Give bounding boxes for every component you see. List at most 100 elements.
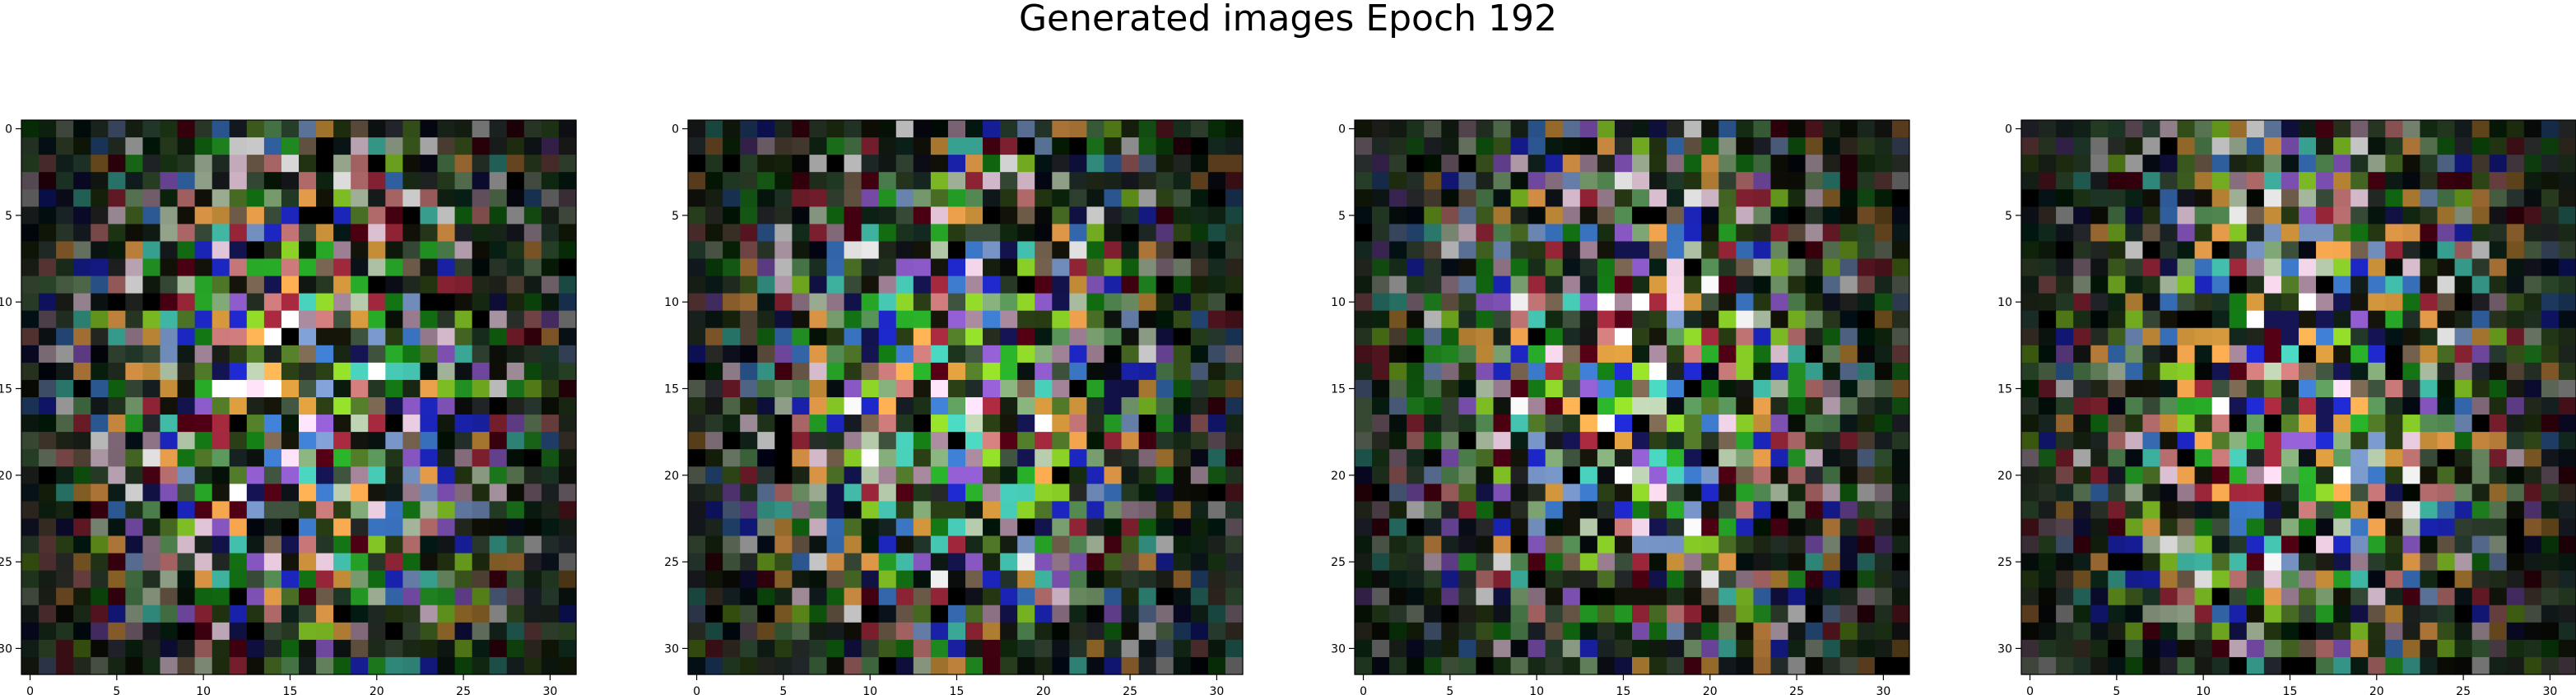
image-pixel [740, 587, 758, 606]
image-pixel [2263, 224, 2282, 243]
image-pixel [1684, 466, 1702, 484]
image-pixel [2246, 379, 2265, 398]
image-pixel [506, 172, 525, 190]
image-pixel [1770, 379, 1789, 398]
image-pixel [2471, 120, 2490, 138]
image-pixel [454, 535, 473, 554]
image-pixel [1579, 656, 1598, 675]
image-pixel [194, 224, 213, 243]
image-pixel [229, 362, 248, 381]
image-pixel [740, 189, 758, 207]
image-pixel [1225, 241, 1244, 260]
image-pixel [489, 327, 508, 346]
image-pixel [558, 224, 577, 243]
image-pixel [472, 415, 491, 433]
image-pixel [1822, 432, 1841, 450]
image-pixel [723, 327, 741, 346]
image-pixel [861, 276, 880, 294]
image-pixel [2489, 379, 2508, 398]
image-pixel [420, 327, 439, 346]
image-pixel [2039, 189, 2057, 207]
image-pixel [2437, 639, 2456, 658]
image-pixel [1155, 172, 1174, 190]
image-pixel [688, 172, 706, 190]
image-pixel [385, 362, 403, 381]
image-pixel [2541, 501, 2560, 520]
image-pixel [541, 189, 560, 207]
image-pixel [1138, 415, 1157, 433]
image-pixel [965, 605, 983, 623]
image-pixel [1597, 553, 1616, 572]
image-pixel [1839, 258, 1858, 277]
image-pixel [1372, 501, 1390, 520]
image-pixel [489, 501, 508, 520]
image-pixel [1805, 137, 1824, 155]
image-pixel [229, 172, 248, 190]
image-pixel [2194, 258, 2213, 277]
image-pixel [2281, 206, 2299, 225]
image-pixel [895, 639, 914, 658]
image-pixel [108, 484, 126, 502]
image-pixel [1441, 327, 1459, 346]
image-pixel [2541, 397, 2560, 415]
image-pixel [1579, 345, 1598, 364]
image-pixel [792, 587, 811, 606]
image-pixel [1441, 379, 1459, 398]
image-pixel [91, 379, 109, 398]
image-pixel [2177, 189, 2196, 207]
image-pixel [2108, 241, 2126, 260]
image-pixel [1667, 656, 1685, 675]
image-pixel [506, 120, 525, 138]
image-pixel [2211, 656, 2230, 675]
image-pixel [1476, 432, 1495, 450]
image-pixel [2523, 206, 2542, 225]
image-pixel [1424, 570, 1442, 589]
image-pixel [1736, 224, 1755, 243]
image-pixel [947, 535, 966, 554]
image-pixel [558, 535, 577, 554]
image-pixel [2471, 258, 2490, 277]
image-pixel [194, 553, 213, 572]
image-pixel [2299, 415, 2317, 433]
axes-frame [21, 119, 577, 675]
image-pixel [1121, 379, 1140, 398]
image-pixel [2489, 362, 2508, 381]
image-pixel [472, 535, 491, 554]
image-pixel [2211, 449, 2230, 467]
image-pixel [420, 535, 439, 554]
image-pixel [2506, 362, 2525, 381]
image-pixel [2142, 206, 2161, 225]
image-pixel [1597, 587, 1616, 606]
image-pixel [368, 535, 386, 554]
image-pixel [2299, 241, 2317, 260]
image-pixel [1597, 206, 1616, 225]
image-pixel [1891, 484, 1910, 502]
image-pixel [1225, 553, 1244, 572]
image-pixel [454, 605, 473, 623]
image-pixel [437, 449, 456, 467]
image-pixel [263, 276, 282, 294]
image-pixel [2229, 137, 2248, 155]
image-pixel [1614, 501, 1633, 520]
image-pixel [2506, 518, 2525, 537]
image-pixel [1493, 656, 1512, 675]
image-pixel [2471, 224, 2490, 243]
image-pixel [895, 310, 914, 329]
axes-frame [1354, 119, 1910, 675]
image-pixel [2281, 327, 2299, 346]
image-pixel [740, 224, 758, 243]
image-pixel [2281, 310, 2299, 329]
image-pixel [1753, 241, 1772, 260]
image-pixel [2316, 415, 2334, 433]
image-pixel [1667, 310, 1685, 329]
image-pixel [2263, 518, 2282, 537]
image-pixel [194, 258, 213, 277]
image-pixel [1407, 553, 1425, 572]
image-pixel [774, 397, 793, 415]
image-pixel [2437, 120, 2456, 138]
image-pixel [2039, 172, 2057, 190]
image-pixel [1104, 587, 1123, 606]
image-pixel [1667, 189, 1685, 207]
image-pixel [541, 570, 560, 589]
